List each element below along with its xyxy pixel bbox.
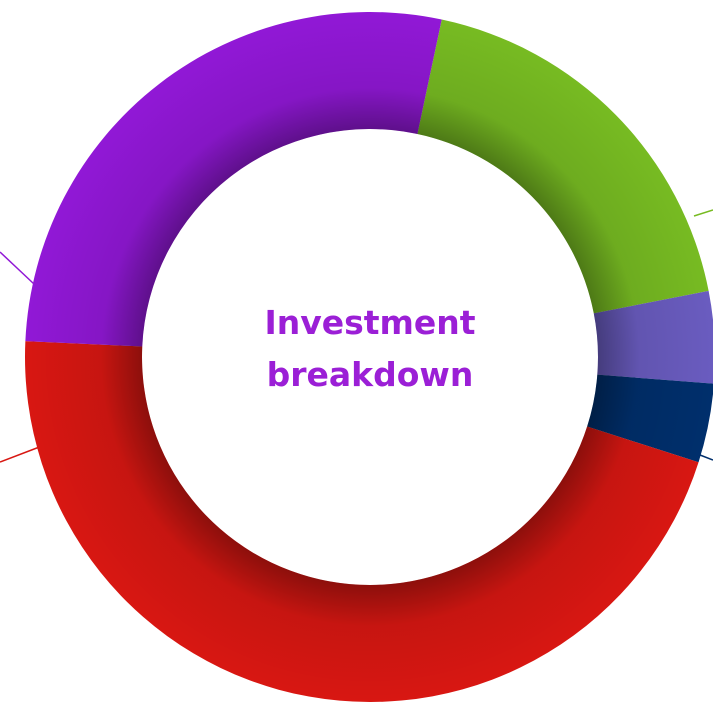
leader-line <box>0 251 35 285</box>
donut-segment <box>417 19 709 314</box>
leader-line <box>693 209 713 217</box>
leader-line <box>699 454 713 461</box>
chart-title: Investment breakdown <box>264 303 476 394</box>
leader-line <box>0 445 43 463</box>
